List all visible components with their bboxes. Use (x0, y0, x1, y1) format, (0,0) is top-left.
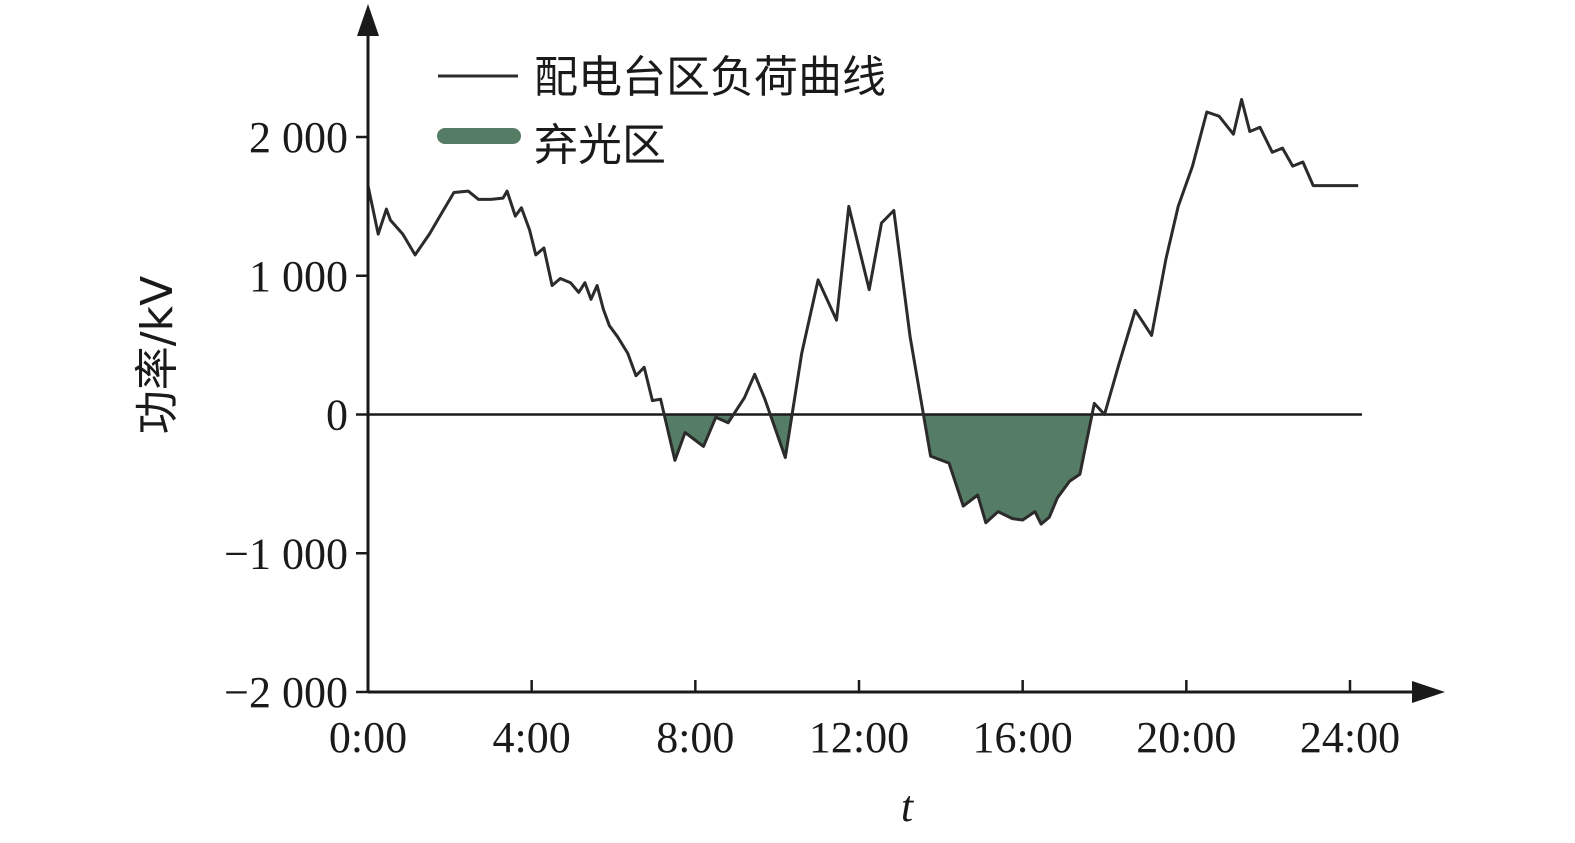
y-tick-label: 2 000 (249, 113, 348, 162)
load-curve-line (366, 98, 1359, 526)
legend: 配电台区负荷曲线 弃光区 (437, 52, 886, 171)
x-axis-title: t (901, 782, 915, 831)
y-tick-label: −2 000 (224, 668, 348, 717)
x-tick-label: 12:00 (809, 713, 909, 762)
x-tick-label: 0:00 (329, 713, 407, 762)
x-tick-label: 20:00 (1136, 713, 1236, 762)
curtailment-area-1 (664, 414, 734, 461)
x-tick-label: 4:00 (493, 713, 571, 762)
x-tick-label: 16:00 (973, 713, 1073, 762)
legend-area-swatch (437, 128, 521, 144)
axis-ticks: −2 000 −1 000 0 1 000 2 000 0:00 4:00 8:00 12:00… (224, 113, 1400, 762)
x-tick-label: 8:00 (656, 713, 734, 762)
x-tick-label: 24:00 (1300, 713, 1400, 762)
y-tick-label: 0 (326, 391, 348, 440)
y-axis-title: 功率/kV (132, 276, 183, 434)
curtailment-area-3 (923, 414, 1092, 525)
y-tick-label: 1 000 (249, 252, 348, 301)
y-tick-label: −1 000 (224, 529, 348, 578)
y-axis-arrow-icon (357, 4, 379, 36)
legend-label-load-curve: 配电台区负荷曲线 (534, 52, 886, 103)
x-axis-arrow-icon (1412, 681, 1445, 703)
plot-area (366, 98, 1362, 526)
legend-label-curtailment: 弃光区 (534, 120, 666, 171)
